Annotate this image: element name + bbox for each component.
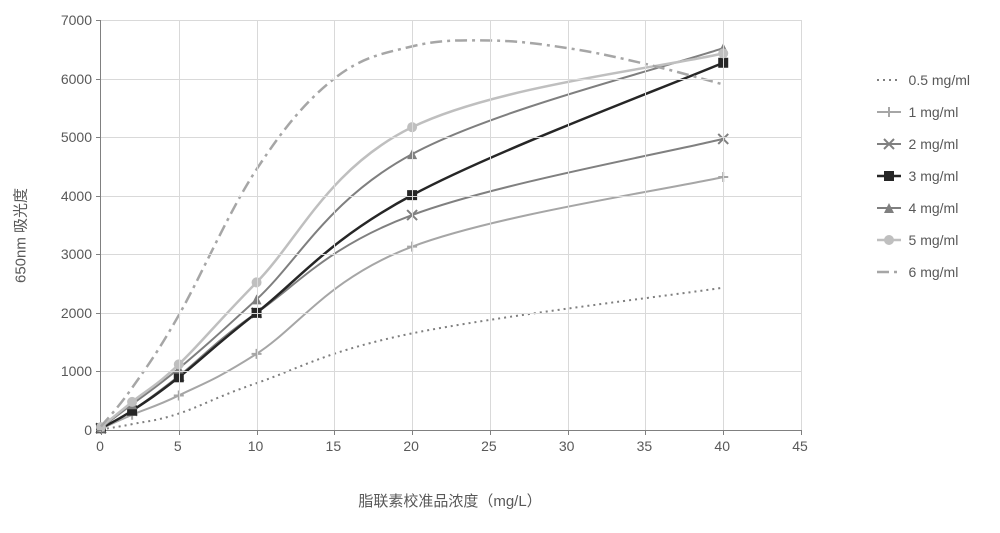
x-tick-label: 25 xyxy=(469,438,509,454)
legend-swatch xyxy=(877,200,901,216)
legend: 0.5 mg/ml 1 mg/ml 2 mg/ml 3 mg/ml 4 mg/ml 5 m… xyxy=(877,70,970,294)
legend-item: 5 mg/ml xyxy=(877,230,970,250)
y-tick-label: 3000 xyxy=(32,246,92,262)
legend-label: 3 mg/ml xyxy=(909,168,959,184)
legend-swatch xyxy=(877,264,901,280)
x-tick-label: 20 xyxy=(391,438,431,454)
y-tick-label: 1000 xyxy=(32,363,92,379)
chart-svg xyxy=(101,20,801,430)
legend-item: 4 mg/ml xyxy=(877,198,970,218)
legend-item: 6 mg/ml xyxy=(877,262,970,282)
legend-swatch xyxy=(877,232,901,248)
x-tick-label: 15 xyxy=(313,438,353,454)
series-marker xyxy=(127,397,137,407)
plot-area xyxy=(100,20,801,431)
x-axis-label: 脂联素校准品浓度（mg/L） xyxy=(358,490,541,511)
x-tick-label: 45 xyxy=(780,438,820,454)
legend-label: 5 mg/ml xyxy=(909,232,959,248)
y-tick-label: 2000 xyxy=(32,305,92,321)
x-tick-label: 5 xyxy=(158,438,198,454)
legend-swatch xyxy=(877,168,901,184)
x-tick-label: 35 xyxy=(624,438,664,454)
legend-item: 0.5 mg/ml xyxy=(877,70,970,90)
y-tick-label: 6000 xyxy=(32,71,92,87)
legend-label: 0.5 mg/ml xyxy=(909,72,970,88)
chart-container: 650nm 吸光度 脂联素校准品浓度（mg/L） 0.5 mg/ml 1 mg/m… xyxy=(0,0,1000,533)
x-tick-label: 0 xyxy=(80,438,120,454)
x-tick-label: 40 xyxy=(702,438,742,454)
legend-swatch xyxy=(877,136,901,152)
y-tick-label: 4000 xyxy=(32,188,92,204)
legend-item: 2 mg/ml xyxy=(877,134,970,154)
legend-item: 1 mg/ml xyxy=(877,102,970,122)
legend-label: 2 mg/ml xyxy=(909,136,959,152)
y-axis-label: 650nm 吸光度 xyxy=(10,188,31,283)
legend-swatch xyxy=(877,104,901,120)
x-tick-label: 10 xyxy=(236,438,276,454)
legend-swatch xyxy=(877,72,901,88)
legend-item: 3 mg/ml xyxy=(877,166,970,186)
legend-label: 6 mg/ml xyxy=(909,264,959,280)
legend-label: 4 mg/ml xyxy=(909,200,959,216)
y-tick-label: 5000 xyxy=(32,129,92,145)
y-tick-label: 7000 xyxy=(32,12,92,28)
y-tick-label: 0 xyxy=(32,422,92,438)
legend-label: 1 mg/ml xyxy=(909,104,959,120)
x-tick-label: 30 xyxy=(547,438,587,454)
